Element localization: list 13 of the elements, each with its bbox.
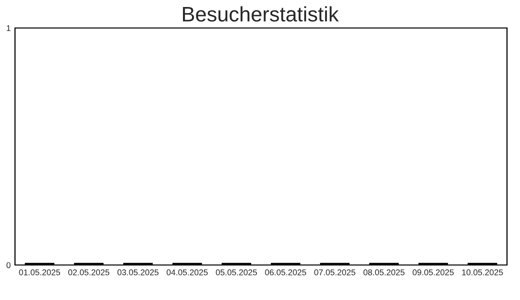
- chart-title: Besucherstatistik: [182, 6, 339, 22]
- x-tick-label: 04.05.2025: [166, 269, 208, 276]
- x-tick-label: 07.05.2025: [314, 269, 356, 276]
- y-tick-label: 1: [6, 25, 10, 32]
- x-tick-label: 09.05.2025: [412, 269, 454, 276]
- x-tick-label: 02.05.2025: [68, 269, 110, 276]
- x-tick-label: 03.05.2025: [117, 269, 159, 276]
- x-tick-label: 08.05.2025: [363, 269, 405, 276]
- x-tick-label: 06.05.2025: [265, 269, 306, 276]
- x-tick-label: 01.05.2025: [19, 269, 60, 276]
- y-tick-label: 0: [6, 262, 11, 268]
- x-tick-label: 10.05.2025: [462, 269, 503, 276]
- x-tick-label: 05.05.2025: [216, 269, 257, 276]
